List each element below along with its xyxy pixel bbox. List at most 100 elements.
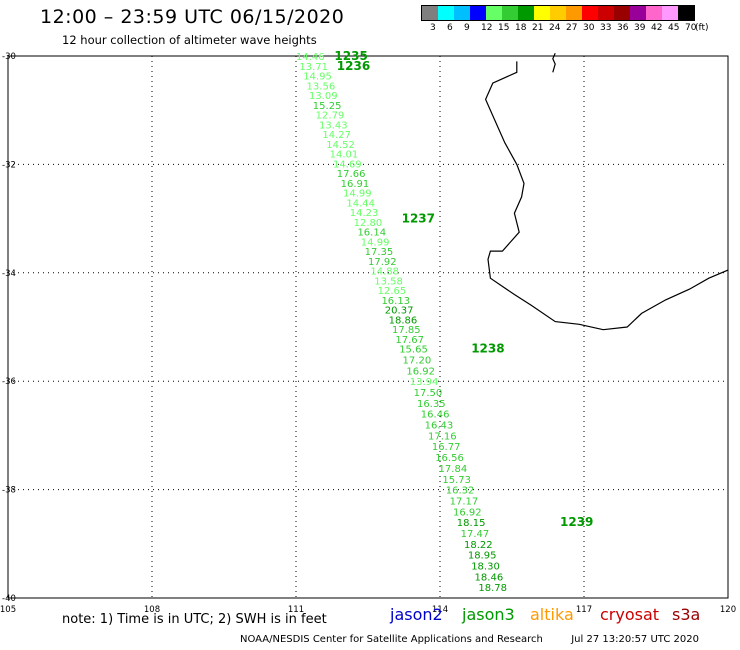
- swh-value-label: 12.65: [378, 286, 407, 297]
- lon-tick-label: 108: [144, 605, 160, 615]
- color-scale-label: 27: [566, 23, 578, 33]
- swh-value-label: 16.32: [446, 486, 475, 497]
- swh-value-label: 18.46: [475, 572, 504, 583]
- swh-value-label: 17.66: [337, 169, 366, 180]
- color-swatch: [518, 6, 534, 20]
- swh-value-label: 14.46: [296, 52, 325, 63]
- swh-value-label: 16.13: [381, 296, 410, 307]
- pass-number-label: 1238: [471, 342, 504, 356]
- swh-value-label: 14.27: [322, 130, 351, 141]
- swh-value-label: 17.84: [439, 464, 468, 475]
- pass-number-label: 1235: [334, 49, 367, 63]
- pass-number-label: 1236: [337, 59, 370, 73]
- color-scale-label: 6: [447, 23, 453, 33]
- swh-value-label: 18.95: [468, 551, 497, 562]
- color-swatch: [646, 6, 662, 20]
- swh-value-label: 15.73: [442, 475, 471, 486]
- color-swatch: [454, 6, 470, 20]
- swh-value-label: 16.35: [417, 399, 446, 410]
- satellite-legend-item: jason2: [390, 605, 443, 624]
- color-swatch: [678, 6, 694, 20]
- swh-value-label: 16.46: [421, 410, 450, 421]
- lat-tick-label: -30: [2, 52, 16, 62]
- swh-value-label: 13.71: [299, 62, 328, 73]
- color-scale-label: 70: [685, 23, 697, 33]
- swh-value-label: 16.77: [432, 442, 461, 453]
- color-scale-label: 9: [464, 23, 470, 33]
- swh-value-label: 13.09: [309, 91, 338, 102]
- pass-number-label: 1237: [402, 212, 435, 226]
- lat-tick-label: -40: [2, 594, 16, 604]
- lat-tick-label: -32: [2, 160, 16, 170]
- page-subtitle: 12 hour collection of altimeter wave hei…: [62, 33, 317, 47]
- swh-value-label: 13.56: [307, 81, 336, 92]
- color-swatch: [422, 6, 438, 20]
- swh-value-label: 17.92: [368, 257, 397, 268]
- color-scale-label: (ft): [695, 23, 709, 33]
- swh-value-label: 14.95: [303, 72, 332, 83]
- swh-value-label: 16.43: [425, 421, 454, 432]
- swh-value-label: 18.78: [478, 583, 507, 594]
- color-swatch: [470, 6, 486, 20]
- color-scale-label: 18: [515, 23, 527, 33]
- satellite-legend-item: cryosat: [600, 605, 660, 624]
- color-swatch: [438, 6, 454, 20]
- swh-value-label: 17.67: [395, 335, 424, 346]
- swh-value-label: 16.91: [341, 179, 370, 190]
- color-scale-label: 24: [549, 23, 561, 33]
- swh-value-label: 18.86: [389, 315, 418, 326]
- swh-value-label: 16.14: [357, 228, 386, 239]
- color-scale-label: 15: [498, 23, 510, 33]
- swh-value-label: 12.80: [354, 218, 383, 229]
- color-scale-label: 36: [617, 23, 629, 33]
- color-swatch: [598, 6, 614, 20]
- footer-note: note: 1) Time is in UTC; 2) SWH is in fe…: [62, 612, 327, 627]
- swh-value-label: 18.30: [471, 561, 500, 572]
- swh-value-label: 15.65: [399, 345, 428, 356]
- lat-tick-label: -36: [2, 377, 16, 387]
- page-title: 12:00 – 23:59 UTC 06/15/2020: [40, 6, 345, 28]
- lon-tick-label: 111: [288, 605, 304, 615]
- color-scale-label: 21: [532, 23, 544, 33]
- lon-tick-label: 117: [576, 605, 592, 615]
- swh-value-label: 17.35: [365, 247, 394, 258]
- color-scale-label: 42: [651, 23, 663, 33]
- swh-value-label: 18.15: [457, 518, 486, 529]
- swh-value-label: 16.92: [453, 507, 482, 518]
- color-scale-labels: 3 6 9 12 15 18 21 24 27 30 33 36 39 42 45 70 (ft): [421, 21, 709, 35]
- swh-value-label: 14.23: [350, 208, 379, 219]
- credit-timestamp: Jul 27 13:20:57 UTC 2020: [571, 634, 699, 645]
- swh-value-label: 17.17: [450, 496, 479, 507]
- lat-tick-label: -34: [2, 269, 16, 279]
- color-swatch: [614, 6, 630, 20]
- swh-value-label: 16.92: [406, 366, 435, 377]
- swh-value-label: 14.99: [343, 189, 372, 200]
- coastline: [484, 61, 729, 331]
- satellite-legend-item: s3a: [672, 605, 701, 624]
- swh-value-label: 14.44: [346, 198, 375, 209]
- color-scale-label: 3: [430, 23, 436, 33]
- lon-tick-label: 120: [720, 605, 736, 615]
- satellite-legend-item: altika: [530, 605, 574, 624]
- coastline-detail: [552, 53, 556, 73]
- swh-value-label: 17.16: [428, 431, 457, 442]
- swh-value-label: 14.01: [330, 150, 359, 161]
- color-swatch: [630, 6, 646, 20]
- swh-value-label: 12.79: [316, 111, 345, 122]
- color-scale-legend: 3 6 9 12 15 18 21 24 27 30 33 36 39 42 45 70 (ft): [421, 5, 709, 35]
- color-swatch: [534, 6, 550, 20]
- lon-tick-label: 105: [0, 605, 16, 615]
- swh-value-label: 14.88: [370, 267, 399, 278]
- footer-credit: NOAA/NESDIS Center for Satellite Applica…: [240, 634, 699, 645]
- swh-value-label: 14.52: [326, 140, 355, 151]
- swh-value-label: 16.56: [435, 453, 464, 464]
- swh-value-label: 17.85: [392, 325, 421, 336]
- color-scale-label: 12: [481, 23, 493, 33]
- swh-value-label: 20.37: [385, 306, 414, 317]
- color-swatch: [550, 6, 566, 20]
- credit-text: NOAA/NESDIS Center for Satellite Applica…: [240, 634, 543, 645]
- satellite-legend-item: jason3: [462, 605, 515, 624]
- color-scale-label: 33: [600, 23, 612, 33]
- swh-value-label: 17.20: [403, 356, 432, 367]
- swh-value-label: 17.50: [414, 388, 443, 399]
